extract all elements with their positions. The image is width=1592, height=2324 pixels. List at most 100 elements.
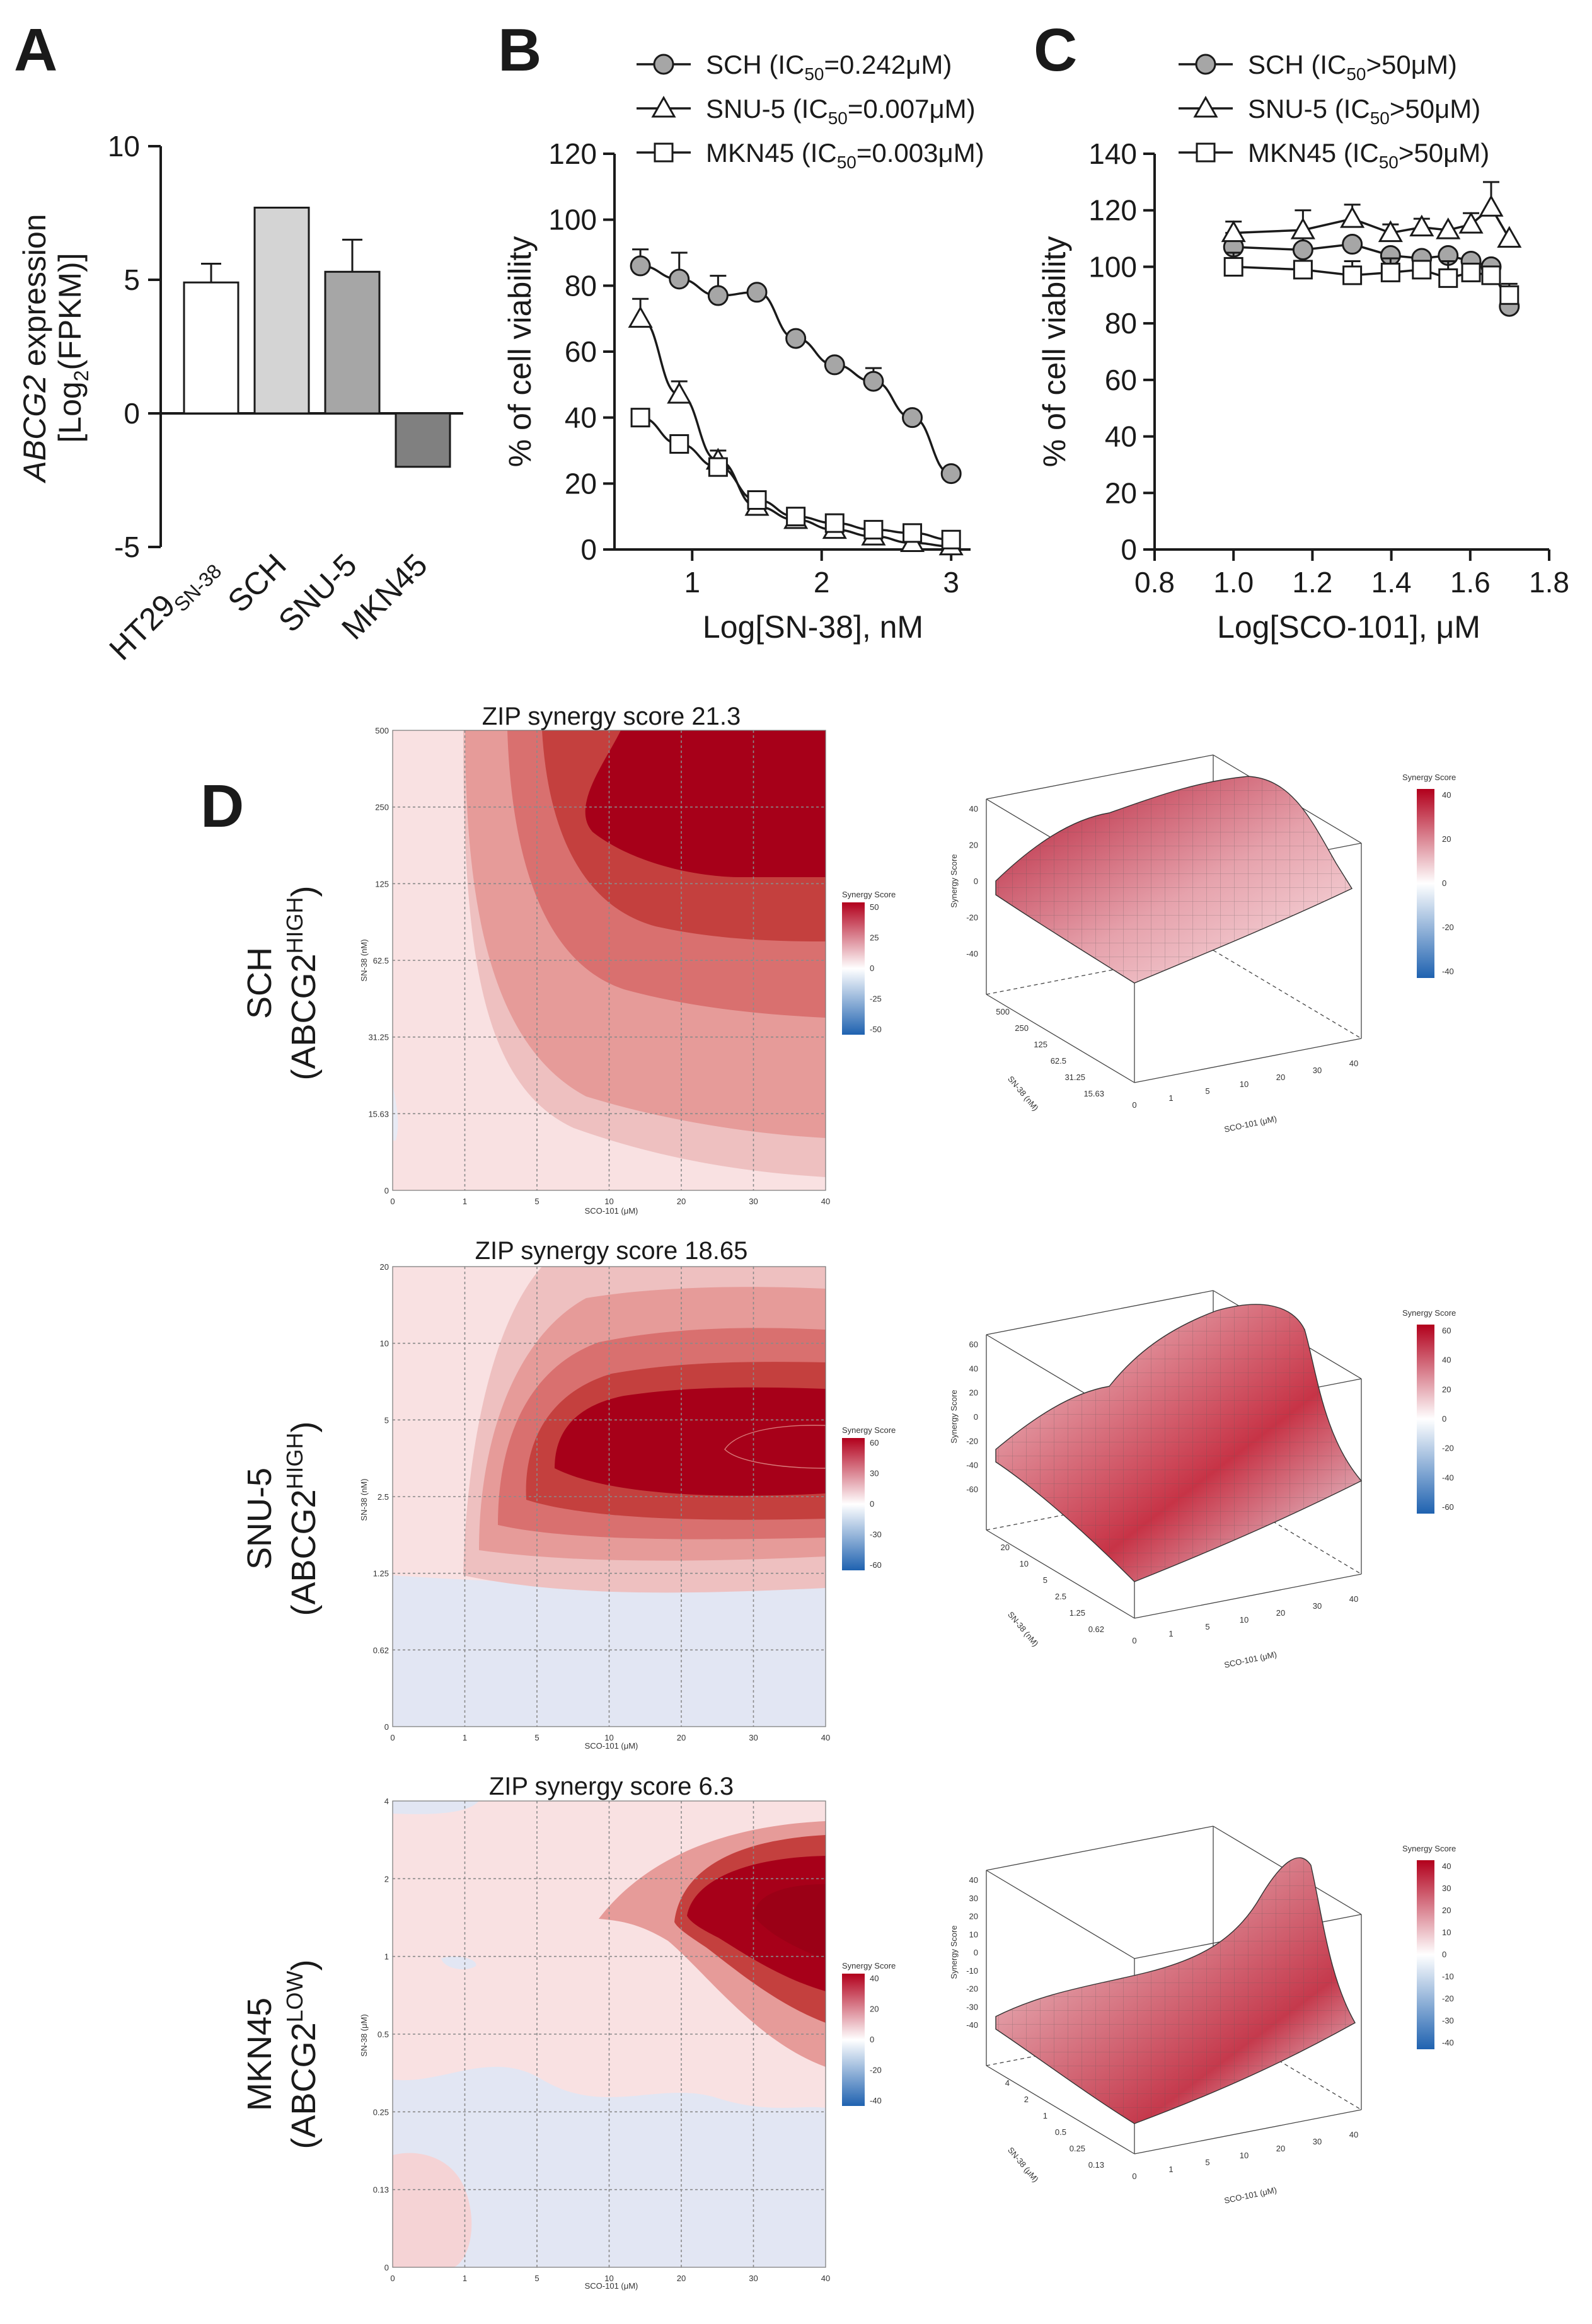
- heatmap-mkn45-title: ZIP synergy score 6.3: [489, 1773, 734, 1800]
- surface-ztick-label: 20: [969, 1912, 978, 1921]
- surface-xlabel: SCO-101 (μM): [1223, 2185, 1278, 2205]
- chart-b-point: [863, 371, 884, 392]
- surface-box-edge: [1134, 1573, 1362, 1619]
- surface-box-edge: [1213, 950, 1362, 1039]
- surface-mesh-grid: [996, 1304, 1361, 1582]
- chart-b-ytick-label: 60: [565, 335, 597, 368]
- chart-b-point: [630, 408, 650, 428]
- surface-ztick-label: -30: [966, 2002, 978, 2011]
- chart-c-point: [1499, 285, 1520, 305]
- surface-mesh-grid: [996, 776, 1352, 983]
- heatmap-legend-tick: -25: [870, 994, 882, 1004]
- chart-b-point: [707, 285, 729, 306]
- chart-a-ytick-label: 0: [124, 397, 140, 430]
- panel-letter-c: C: [1034, 16, 1077, 84]
- chart-c-xtick-label: 1.0: [1213, 566, 1254, 599]
- chart-c-point: [1461, 262, 1481, 282]
- surface-xtick-label: 10: [1240, 2151, 1249, 2160]
- chart-c-point: [1293, 260, 1313, 280]
- heatmap-xtick-label: 20: [677, 1197, 686, 1206]
- chart-c-xtick-label: 1.8: [1529, 566, 1569, 599]
- heatmap-snu5-ylabel: SN-38 (nM): [359, 1478, 369, 1521]
- heatmap-xtick-label: 10: [604, 1733, 613, 1742]
- chart-c-sco101-viability: 0 20 40 60 80 100 120 140 0.8 1.0 1.2 1.4 1.6 1.8 % o…: [1037, 50, 1569, 645]
- heatmap-snu5-title: ZIP synergy score 18.65: [475, 1237, 748, 1265]
- chart-a-ytick-label: 10: [108, 130, 140, 163]
- heatmap-legend-tick: 50: [870, 902, 879, 912]
- surface-ztick-label: -20: [966, 913, 978, 923]
- chart-a-bar: [183, 281, 239, 415]
- surface-xtick-label: 40: [1349, 2130, 1358, 2139]
- surface-legend-tick: 20: [1442, 834, 1451, 844]
- chart-c-xtick-label: 0.8: [1134, 566, 1175, 599]
- heatmap-legend-tick: -20: [870, 2066, 882, 2075]
- chart-b-point: [903, 523, 923, 543]
- surface-ytick-label: 2: [1024, 2095, 1029, 2104]
- heatmap-mkn45-row-label-main: MKN45: [241, 1998, 279, 2111]
- surface-ztick-label: 40: [969, 1875, 978, 1885]
- surface-box-edge: [1134, 1038, 1362, 1083]
- surface-ztick-label: 20: [969, 1388, 978, 1398]
- surface-ytick-label: 0.13: [1088, 2160, 1104, 2170]
- chart-b-legend-label: MKN45 (IC50=0.003μM): [706, 138, 984, 172]
- heatmap-xtick-label: 40: [821, 2274, 830, 2283]
- chart-c-point: [1223, 256, 1243, 277]
- surface-xtick-label: 40: [1349, 1059, 1358, 1068]
- heatmap-legend-tick: 40: [870, 1974, 879, 1983]
- chart-b-point: [628, 306, 653, 328]
- surface-legend-tick: 0: [1442, 1414, 1446, 1424]
- chart-b-point: [785, 328, 807, 349]
- heatmap-sch-xlabel: SCO-101 (μM): [585, 1206, 638, 1216]
- heatmap-ytick-label: 0: [384, 1186, 389, 1195]
- chart-b-point: [824, 354, 845, 376]
- chart-c-xtick-label: 1.4: [1371, 566, 1412, 599]
- surface-colorbar: [1417, 1325, 1434, 1514]
- chart-c-ytick-label: 100: [1088, 250, 1137, 283]
- heatmap-xtick-label: 0: [390, 1197, 395, 1206]
- heatmap-mkn45-row-label-sub: (ABCG2LOW): [282, 1959, 323, 2149]
- heatmap-sch-ylabel: SN-38 (nM): [359, 939, 369, 981]
- heatmap-sch-row-label-sub: (ABCG2HIGH): [282, 885, 323, 1080]
- chart-c-xtick-label: 1.2: [1292, 566, 1332, 599]
- chart-b-sn38-viability: 0 20 40 60 80 100 120 1 2 3 % of cell viability L…: [502, 50, 984, 645]
- heatmap-sch-row-label-main: SCH: [241, 947, 279, 1019]
- chart-c-ytick-label: 0: [1121, 533, 1137, 566]
- surface-ylabel: SN-38 (nM): [1006, 1610, 1041, 1648]
- heatmap-legend-tick: 60: [870, 1438, 879, 1447]
- surface-legend-tick: 60: [1442, 1326, 1451, 1335]
- surface-ytick-label: 0.25: [1070, 2144, 1085, 2153]
- chart-c-point: [1412, 260, 1432, 280]
- surface-zlabel: Synergy Score: [949, 1389, 959, 1443]
- surface-xtick-label: 30: [1313, 1601, 1322, 1611]
- surface-box-edge: [986, 994, 1135, 1083]
- surface-legend-tick: -60: [1442, 1502, 1454, 1512]
- chart-c-point: [1479, 195, 1504, 217]
- chart-b-xtick-label: 2: [814, 566, 830, 599]
- chart-b-point: [940, 463, 962, 485]
- surface-legend-tick: -40: [1442, 967, 1454, 976]
- chart-b-legend-label: SCH (IC50=0.242μM): [706, 50, 952, 84]
- chart-c-xtick-label: 1.6: [1450, 566, 1491, 599]
- surface-xtick-label: 5: [1205, 1622, 1209, 1631]
- surface-legend-title: Synergy Score: [1402, 773, 1456, 782]
- chart-c-xlabel: Log[SCO-101], μM: [1217, 609, 1480, 645]
- surface-legend-tick: 20: [1442, 1384, 1451, 1394]
- chart-c-legend-marker: [1196, 142, 1216, 163]
- heatmap-colorbar: [842, 902, 865, 1035]
- chart-b-xlabel: Log[SN-38], nM: [703, 609, 923, 645]
- surface-ztick-label: -60: [966, 1485, 978, 1494]
- chart-c-legend-label: MKN45 (IC50>50μM): [1248, 138, 1489, 172]
- chart-c-point: [1340, 206, 1365, 228]
- surface-ztick-label: 10: [969, 1930, 978, 1939]
- heatmap-ytick-label: 20: [380, 1262, 389, 1272]
- chart-c-point: [1342, 265, 1363, 285]
- surface-ylabel: SN-38 (nM): [1006, 1074, 1041, 1113]
- surface-legend-title: Synergy Score: [1402, 1844, 1456, 1853]
- chart-b-legend-marker: [653, 54, 674, 75]
- chart-c-ytick-label: 80: [1105, 307, 1137, 340]
- surface-xtick-label: 1: [1168, 1629, 1173, 1638]
- panel-letter-b: B: [498, 16, 541, 84]
